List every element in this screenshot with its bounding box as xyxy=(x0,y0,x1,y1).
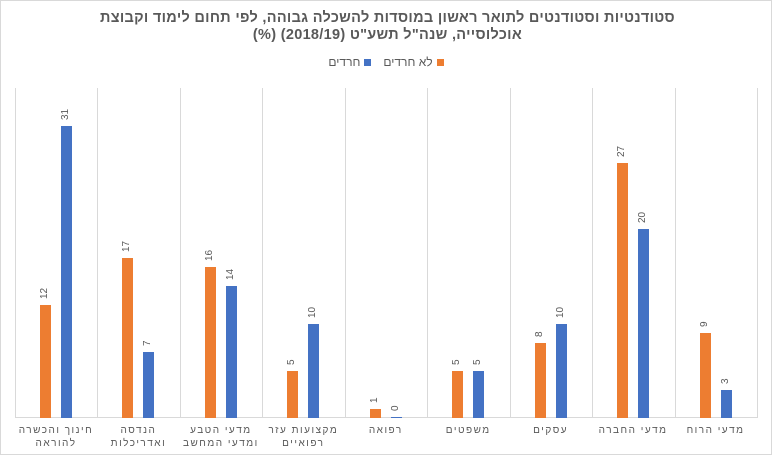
legend-swatch-icon xyxy=(436,58,444,66)
data-label: 17 xyxy=(121,240,133,252)
x-axis-label-line: ומדעי המחשב xyxy=(182,438,259,449)
data-label: 20 xyxy=(637,212,649,224)
legend-swatch-icon xyxy=(364,58,372,66)
bar[interactable] xyxy=(308,323,320,418)
data-label: 5 xyxy=(451,359,463,365)
category-gridline xyxy=(345,88,346,418)
bar[interactable] xyxy=(61,125,72,418)
bar[interactable] xyxy=(369,408,381,418)
data-label: 0 xyxy=(389,404,401,411)
data-label: 5 xyxy=(472,359,484,365)
bar[interactable] xyxy=(143,352,155,418)
data-label: 8 xyxy=(533,331,545,337)
x-axis-label: עסקים xyxy=(510,424,592,437)
x-axis-label-line: מקצועות עזר xyxy=(268,425,339,436)
legend-label: חרדים xyxy=(328,55,361,69)
data-label: 12 xyxy=(39,287,50,299)
x-axis-label: רפואה xyxy=(345,424,427,437)
x-axis-label-line: רפואיים xyxy=(282,438,325,449)
legend-item[interactable]: לא חרדים xyxy=(383,55,444,69)
bar[interactable] xyxy=(40,304,51,418)
x-axis-label: מדעי הרוח xyxy=(675,424,757,437)
x-axis-label-line: משפטים xyxy=(445,425,491,436)
legend: לא חרדים חרדים xyxy=(0,55,772,69)
x-axis-label-line: רפואה xyxy=(368,425,403,436)
data-label: 14 xyxy=(224,268,236,280)
category-gridline xyxy=(675,88,676,418)
x-axis-label: מקצועות עזר רפואיים xyxy=(262,424,344,450)
data-label: 16 xyxy=(203,250,215,262)
category-gridline xyxy=(262,88,263,418)
data-label: 10 xyxy=(307,306,319,318)
data-label: 3 xyxy=(719,378,731,384)
x-axis-label: מדעי הטבע ומדעי המחשב xyxy=(180,424,262,450)
x-axis-line xyxy=(15,417,757,418)
bar[interactable] xyxy=(390,416,402,418)
bar[interactable] xyxy=(452,370,464,418)
x-axis-label-line: חינוך והכשרה xyxy=(18,425,94,436)
x-axis-label-line: מדעי הרוח xyxy=(686,425,745,436)
x-axis-label: מדעי החברה xyxy=(592,424,674,437)
category-gridline xyxy=(592,88,593,418)
category-gridline xyxy=(15,88,16,418)
plot-area: 12 17 16 5 1 5 8 27 9 31 7 14 10 0 5 10 20 3 xyxy=(15,88,758,418)
x-axis-label: הנדסה ואדריכלות xyxy=(97,424,179,450)
bar[interactable] xyxy=(473,370,485,418)
bar[interactable] xyxy=(720,389,732,418)
data-label: 9 xyxy=(698,321,710,328)
chart-title-line-1: סטודנטיות וסטודנטים לתואר ראשון במוסדות … xyxy=(100,10,675,26)
legend-label: לא חרדים xyxy=(383,55,433,69)
x-axis-label-line: עסקים xyxy=(533,425,569,436)
category-gridline xyxy=(757,88,758,418)
data-label: 1 xyxy=(368,397,380,403)
bar[interactable] xyxy=(122,257,134,418)
x-axis-label-line: מדעי החברה xyxy=(598,425,668,436)
data-label: 27 xyxy=(616,146,628,158)
chart-title: סטודנטיות וסטודנטים לתואר ראשון במוסדות … xyxy=(60,10,715,44)
x-axis-label-line: מדעי הטבע xyxy=(190,425,252,436)
x-axis-label-line: ואדריכלות xyxy=(110,438,167,449)
chart-title-line-2: אוכלוסייה, שנה"ל תשע"ט (2018/19) (%) xyxy=(252,27,523,43)
bar[interactable] xyxy=(225,286,237,418)
data-label: 31 xyxy=(60,108,71,120)
bar[interactable] xyxy=(617,163,629,418)
category-gridline xyxy=(180,88,181,418)
bar[interactable] xyxy=(534,342,546,418)
bar[interactable] xyxy=(699,333,711,418)
category-gridline xyxy=(510,88,511,418)
bar[interactable] xyxy=(555,323,567,418)
data-label: 10 xyxy=(554,306,566,318)
bar[interactable] xyxy=(638,229,650,418)
x-axis-label-line: להוראה xyxy=(35,438,77,449)
category-gridline xyxy=(97,88,98,418)
x-axis-label: משפטים xyxy=(427,424,509,437)
legend-item[interactable]: חרדים xyxy=(328,55,372,69)
bar[interactable] xyxy=(204,267,216,418)
x-axis-label: חינוך והכשרה להוראה xyxy=(15,424,97,450)
bar[interactable] xyxy=(287,370,299,418)
data-label: 5 xyxy=(286,359,298,365)
data-label: 7 xyxy=(142,340,154,346)
x-axis-label-line: הנדסה xyxy=(120,425,157,436)
category-gridline xyxy=(427,88,428,418)
